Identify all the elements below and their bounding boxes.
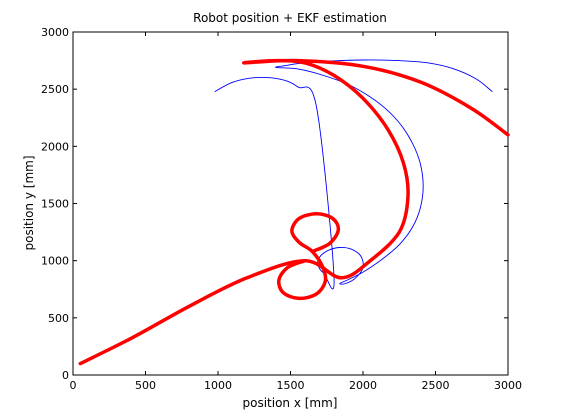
axis-ticks [72, 31, 509, 376]
x-tick-label: 2000 [349, 379, 377, 392]
x-axis-label: position x [mm] [242, 396, 337, 410]
estimate-series-line-1 [78, 58, 510, 366]
tick-labels: 0 500 1000 1500 2000 2500 3000 0 500 1000 1500 2000… [41, 26, 522, 392]
x-tick-label: 500 [135, 379, 156, 392]
y-tick-label: 1500 [41, 198, 69, 211]
y-tick-label: 2500 [41, 83, 69, 96]
x-tick-label: 3000 [494, 379, 522, 392]
plot-area [72, 31, 509, 376]
y-tick-label: 3000 [41, 26, 69, 39]
chart-title: Robot position + EKF estimation [193, 11, 387, 25]
y-axis-label: position y [mm] [22, 155, 36, 250]
x-tick-label: 1000 [204, 379, 232, 392]
y-tick-label: 500 [48, 312, 69, 325]
series-group [78, 58, 510, 366]
x-tick-label: 1500 [277, 379, 305, 392]
x-tick-label: 0 [70, 379, 77, 392]
y-tick-label: 2000 [41, 140, 69, 153]
y-tick-label: 1000 [41, 255, 69, 268]
estimate-series-line-2 [276, 212, 341, 301]
x-tick-label: 2500 [422, 379, 450, 392]
y-tick-label: 0 [62, 369, 69, 382]
